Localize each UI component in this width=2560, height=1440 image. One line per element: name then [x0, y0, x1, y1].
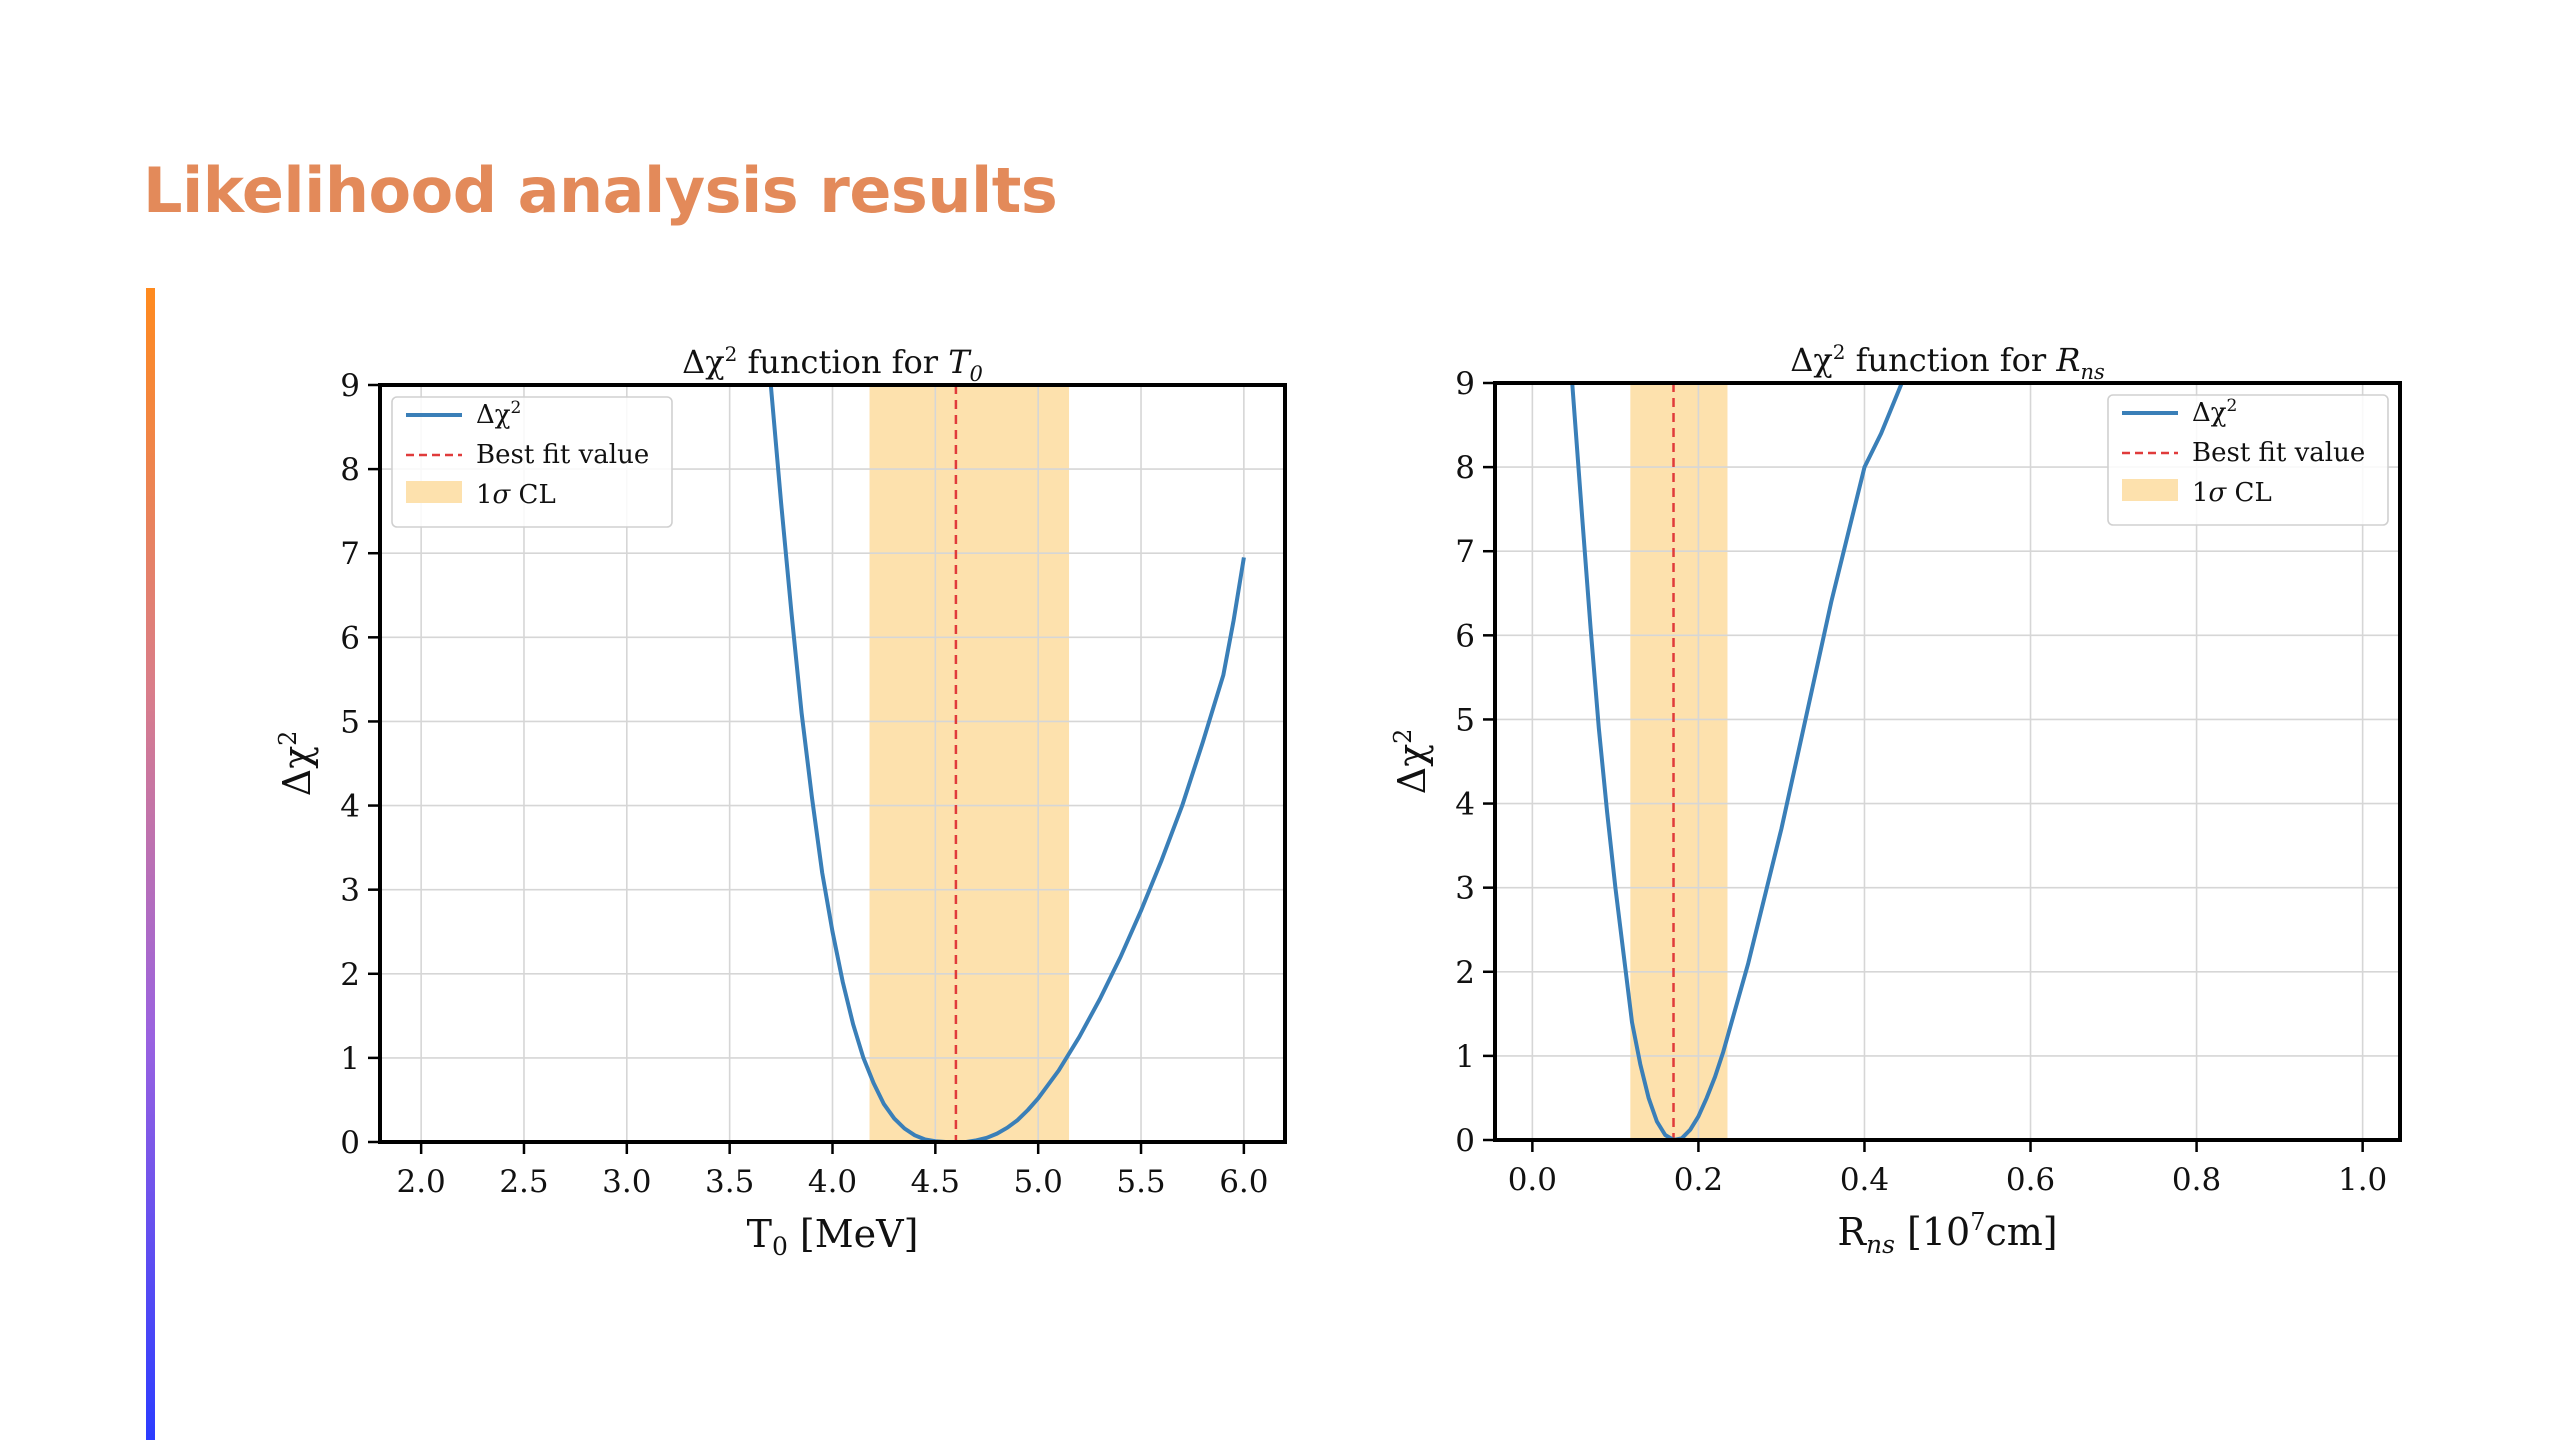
- title-text: function for: [1845, 341, 2056, 379]
- x-tick-label: 0.2: [1674, 1162, 1723, 1198]
- ylabel-superscript: 2: [274, 731, 302, 746]
- title-superscript: 2: [725, 342, 738, 366]
- legend-band-sigma: σ: [2209, 478, 2228, 508]
- chart-title: Δχ2 function for T0: [682, 342, 983, 386]
- confidence-band: [1630, 383, 1728, 1140]
- y-tick-label: 1: [340, 1041, 360, 1077]
- y-tick-label: 5: [340, 704, 360, 740]
- xlabel-unit-end: cm]: [1985, 1210, 2057, 1254]
- legend-band-swatch: [2122, 479, 2178, 501]
- legend-band-swatch: [406, 481, 462, 503]
- x-tick-label: 4.0: [808, 1164, 857, 1200]
- legend-superscript: 2: [511, 398, 522, 418]
- x-tick-label: 0.4: [1840, 1162, 1889, 1198]
- y-tick-label: 2: [1455, 955, 1475, 991]
- xlabel-unit: [MeV]: [788, 1212, 919, 1256]
- x-tick-label: 0.0: [1508, 1162, 1557, 1198]
- title-variable: T: [948, 343, 972, 381]
- legend-delta-chi: Δχ: [2192, 398, 2227, 428]
- grid: [380, 384, 1285, 1143]
- legend-band-label: 1σ CL: [476, 480, 556, 510]
- x-tick-label: 5.0: [1014, 1164, 1063, 1200]
- y-tick-label: 9: [340, 368, 360, 404]
- y-tick-label: 4: [1455, 787, 1475, 823]
- y-tick-label: 6: [340, 620, 360, 656]
- chart-title: Δχ2 function for Rns: [1790, 340, 2105, 384]
- x-tick-label: 0.6: [2006, 1162, 2055, 1198]
- title-subscript: 0: [970, 362, 983, 386]
- legend-curve-label: Δχ2: [476, 398, 521, 430]
- x-tick-label: 1.0: [2338, 1162, 2387, 1198]
- y-tick-label: 5: [1455, 702, 1475, 738]
- y-tick-label: 6: [1455, 618, 1475, 654]
- y-axis-title: Δχ2: [274, 731, 319, 797]
- xlabel-subscript: ns: [1866, 1230, 1895, 1259]
- xlabel-exponent: 7: [1970, 1208, 1985, 1236]
- delta-chi2-curve: [768, 385, 1246, 1142]
- legend-curve-label: Δχ2: [2192, 396, 2237, 428]
- y-tick-label: 2: [340, 957, 360, 993]
- y-tick-label: 0: [340, 1125, 360, 1161]
- x-tick-label: 3.5: [705, 1164, 754, 1200]
- y-tick-label: 7: [340, 536, 360, 572]
- x-tick-label: 2.5: [499, 1164, 548, 1200]
- accent-bar: [146, 288, 155, 1440]
- x-tick-label: 0.8: [2172, 1162, 2221, 1198]
- legend-band-cl: CL: [2226, 478, 2271, 508]
- title-text: function for: [737, 343, 948, 381]
- x-tick-label: 3.0: [602, 1164, 651, 1200]
- xlabel-variable: R: [1837, 1210, 1867, 1254]
- y-tick-label: 8: [340, 452, 360, 488]
- confidence-band: [869, 385, 1070, 1142]
- y-tick-label: 1: [1455, 1039, 1475, 1075]
- y-tick-label: 3: [1455, 871, 1475, 907]
- plot-frame: [1493, 381, 2402, 1142]
- x-tick-label: 6.0: [1219, 1164, 1268, 1200]
- legend-best-fit-label: Best fit value: [2192, 438, 2365, 468]
- delta-chi2-curve: [1570, 383, 1904, 1140]
- xlabel-unit: [10: [1895, 1210, 1970, 1254]
- x-axis-title: Rns [107cm]: [1837, 1208, 2057, 1259]
- x-tick-label: 2.0: [396, 1164, 445, 1200]
- slide-title: Likelihood analysis results: [143, 154, 1058, 227]
- legend-band-one: 1: [476, 480, 493, 510]
- y-tick-label: 4: [340, 789, 360, 825]
- title-variable: R: [2055, 341, 2080, 379]
- legend-superscript: 2: [2227, 396, 2238, 416]
- x-tick-label: 4.5: [911, 1164, 960, 1200]
- xlabel-subscript: 0: [772, 1232, 788, 1261]
- xlabel-variable: T: [747, 1212, 772, 1256]
- legend: Δχ2 Best fit value 1σ CL: [391, 396, 673, 528]
- ylabel-delta-chi: Δχ: [1390, 744, 1434, 794]
- legend-band-cl: CL: [510, 480, 555, 510]
- x-axis-title: T0 [MeV]: [747, 1212, 919, 1261]
- x-tick-label: 5.5: [1116, 1164, 1165, 1200]
- y-tick-label: 3: [340, 873, 360, 909]
- legend-best-fit-label: Best fit value: [476, 440, 649, 470]
- y-tick-label: 7: [1455, 534, 1475, 570]
- legend: Δχ2 Best fit value 1σ CL: [2107, 394, 2389, 526]
- legend-band-label: 1σ CL: [2192, 478, 2272, 508]
- y-tick-label: 8: [1455, 450, 1475, 486]
- title-delta-chi: Δχ: [682, 343, 725, 381]
- y-tick-label: 0: [1455, 1123, 1475, 1159]
- legend-delta-chi: Δχ: [476, 400, 511, 430]
- y-axis-title: Δχ2: [1389, 729, 1434, 795]
- title-delta-chi: Δχ: [1790, 341, 1833, 379]
- legend-band-one: 1: [2192, 478, 2209, 508]
- y-tick-label: 9: [1455, 366, 1475, 402]
- chart-t0: 2.0 2.5 3.0 3.5 4.0 4.5 5.0 5.5 6.00123456789Δχ2…: [274, 342, 1287, 1261]
- ylabel-superscript: 2: [1389, 729, 1417, 744]
- title-subscript: ns: [2080, 360, 2105, 384]
- legend-band-sigma: σ: [493, 480, 512, 510]
- ylabel-delta-chi: Δχ: [275, 746, 319, 796]
- title-superscript: 2: [1833, 340, 1846, 364]
